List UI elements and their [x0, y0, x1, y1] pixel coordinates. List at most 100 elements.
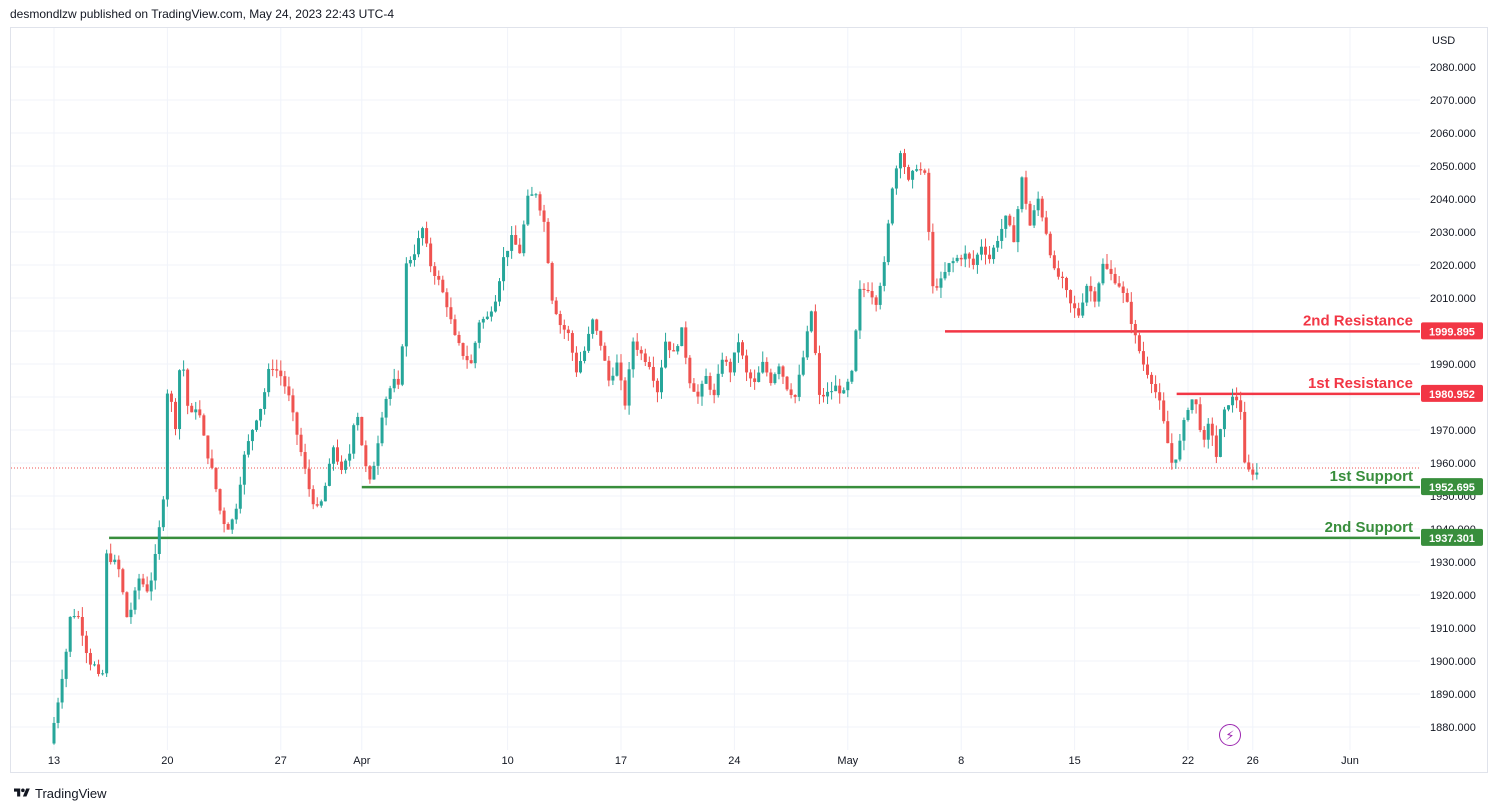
candle-body [651, 366, 655, 381]
chart-grid [11, 28, 1420, 750]
candle-body [526, 195, 530, 225]
candle-body [903, 153, 906, 168]
candle-body [846, 381, 850, 391]
candle-body [1085, 285, 1089, 303]
candle-body [971, 258, 975, 265]
chart-frame [10, 27, 1488, 773]
candle-body [570, 333, 574, 353]
lightning-bolt-icon[interactable]: ⚡ [1219, 724, 1241, 746]
candle-body [919, 169, 923, 171]
candle-body [287, 386, 291, 396]
candle-body [271, 368, 275, 370]
candle-body [943, 271, 947, 279]
level-price-label: 1937.301 [1429, 533, 1475, 545]
candle-body [931, 231, 935, 287]
time-axis[interactable]: 13 20 27 Apr 10 17 24 May 8 15 22 26 Jun [48, 755, 1359, 767]
candle-body [121, 569, 125, 593]
candle-body [141, 578, 145, 585]
candle-body [174, 401, 177, 430]
candle-body [1239, 400, 1243, 412]
candle-body [574, 352, 578, 373]
candle-body [1024, 177, 1028, 204]
candle-body [647, 362, 651, 367]
candle-body [263, 392, 267, 409]
candle-body [319, 501, 323, 506]
candle-body [817, 353, 821, 395]
candle-body [1016, 209, 1020, 243]
x-tick-label: 10 [501, 755, 513, 767]
candle-body [603, 345, 607, 361]
candle-body [635, 341, 639, 350]
candle-body [951, 261, 955, 264]
candle-body [1243, 411, 1247, 463]
candle-body [773, 374, 777, 384]
candle-body [226, 524, 230, 530]
candle-body [441, 279, 445, 293]
candle-body [838, 385, 842, 394]
candle-body [1186, 410, 1190, 421]
candle-body [125, 592, 129, 618]
candle-body [1174, 459, 1178, 463]
candle-body [238, 484, 242, 509]
level-price-tag [1421, 384, 1483, 402]
candle-body [915, 169, 919, 171]
candle-body [992, 247, 996, 260]
candle-body [1008, 215, 1012, 226]
candle-body [400, 346, 404, 385]
candle-body [408, 260, 412, 264]
candle-body [1093, 291, 1097, 302]
candle-body [1166, 421, 1170, 444]
footer-brand[interactable]: TradingView [14, 784, 107, 802]
candle-body [133, 590, 137, 610]
candle-body [392, 378, 396, 389]
candle-body [923, 170, 927, 173]
footer-brand-label: TradingView [35, 785, 107, 801]
candle-body [696, 391, 700, 397]
candle-body [165, 393, 169, 500]
candle-body [190, 405, 194, 413]
candle-body [214, 467, 218, 490]
candle-body [554, 300, 558, 315]
candle-body [161, 499, 165, 528]
candle-body [684, 327, 688, 358]
candle-body [279, 370, 283, 377]
candle-body [259, 408, 263, 421]
candle-body [477, 322, 481, 343]
candle-body [384, 398, 388, 418]
candle-body [485, 316, 489, 319]
candle-body [461, 343, 465, 356]
candle-body [591, 319, 595, 334]
candle-body [429, 243, 433, 267]
candle-body [1121, 286, 1125, 293]
candle-body [1170, 443, 1174, 463]
y-tick-label: 1970.000 [1430, 425, 1476, 437]
candle-body [716, 373, 720, 396]
candle-body [619, 362, 623, 381]
candle-body [1158, 392, 1162, 401]
candle-body [704, 375, 708, 384]
candle-body [894, 168, 898, 189]
candle-body [668, 341, 672, 351]
x-tick-label: 20 [161, 755, 173, 767]
candle-body [850, 370, 854, 382]
candle-body [562, 325, 566, 330]
candle-body [813, 311, 817, 354]
y-tick-label: 2010.000 [1430, 293, 1476, 305]
y-tick-label: 2040.000 [1430, 194, 1476, 206]
candle-body [105, 553, 109, 674]
candle-body [542, 210, 546, 222]
candle-body [688, 357, 692, 384]
candle-body [327, 463, 331, 486]
level-price-label: 1980.952 [1429, 389, 1475, 401]
candle-body [911, 170, 915, 180]
candle-body [1146, 364, 1149, 375]
candlestick-series [52, 148, 1259, 745]
candle-body [336, 447, 339, 462]
candle-body [1214, 435, 1218, 457]
candle-body [1060, 276, 1064, 278]
candle-body [1231, 396, 1235, 406]
level-name-label: 2nd Support [1325, 519, 1413, 536]
publisher-header: desmondlzw published on TradingView.com,… [10, 7, 394, 21]
price-axis[interactable]: 1880.000 1890.000 1900.000 1910.000 1920.000… [1430, 35, 1476, 734]
